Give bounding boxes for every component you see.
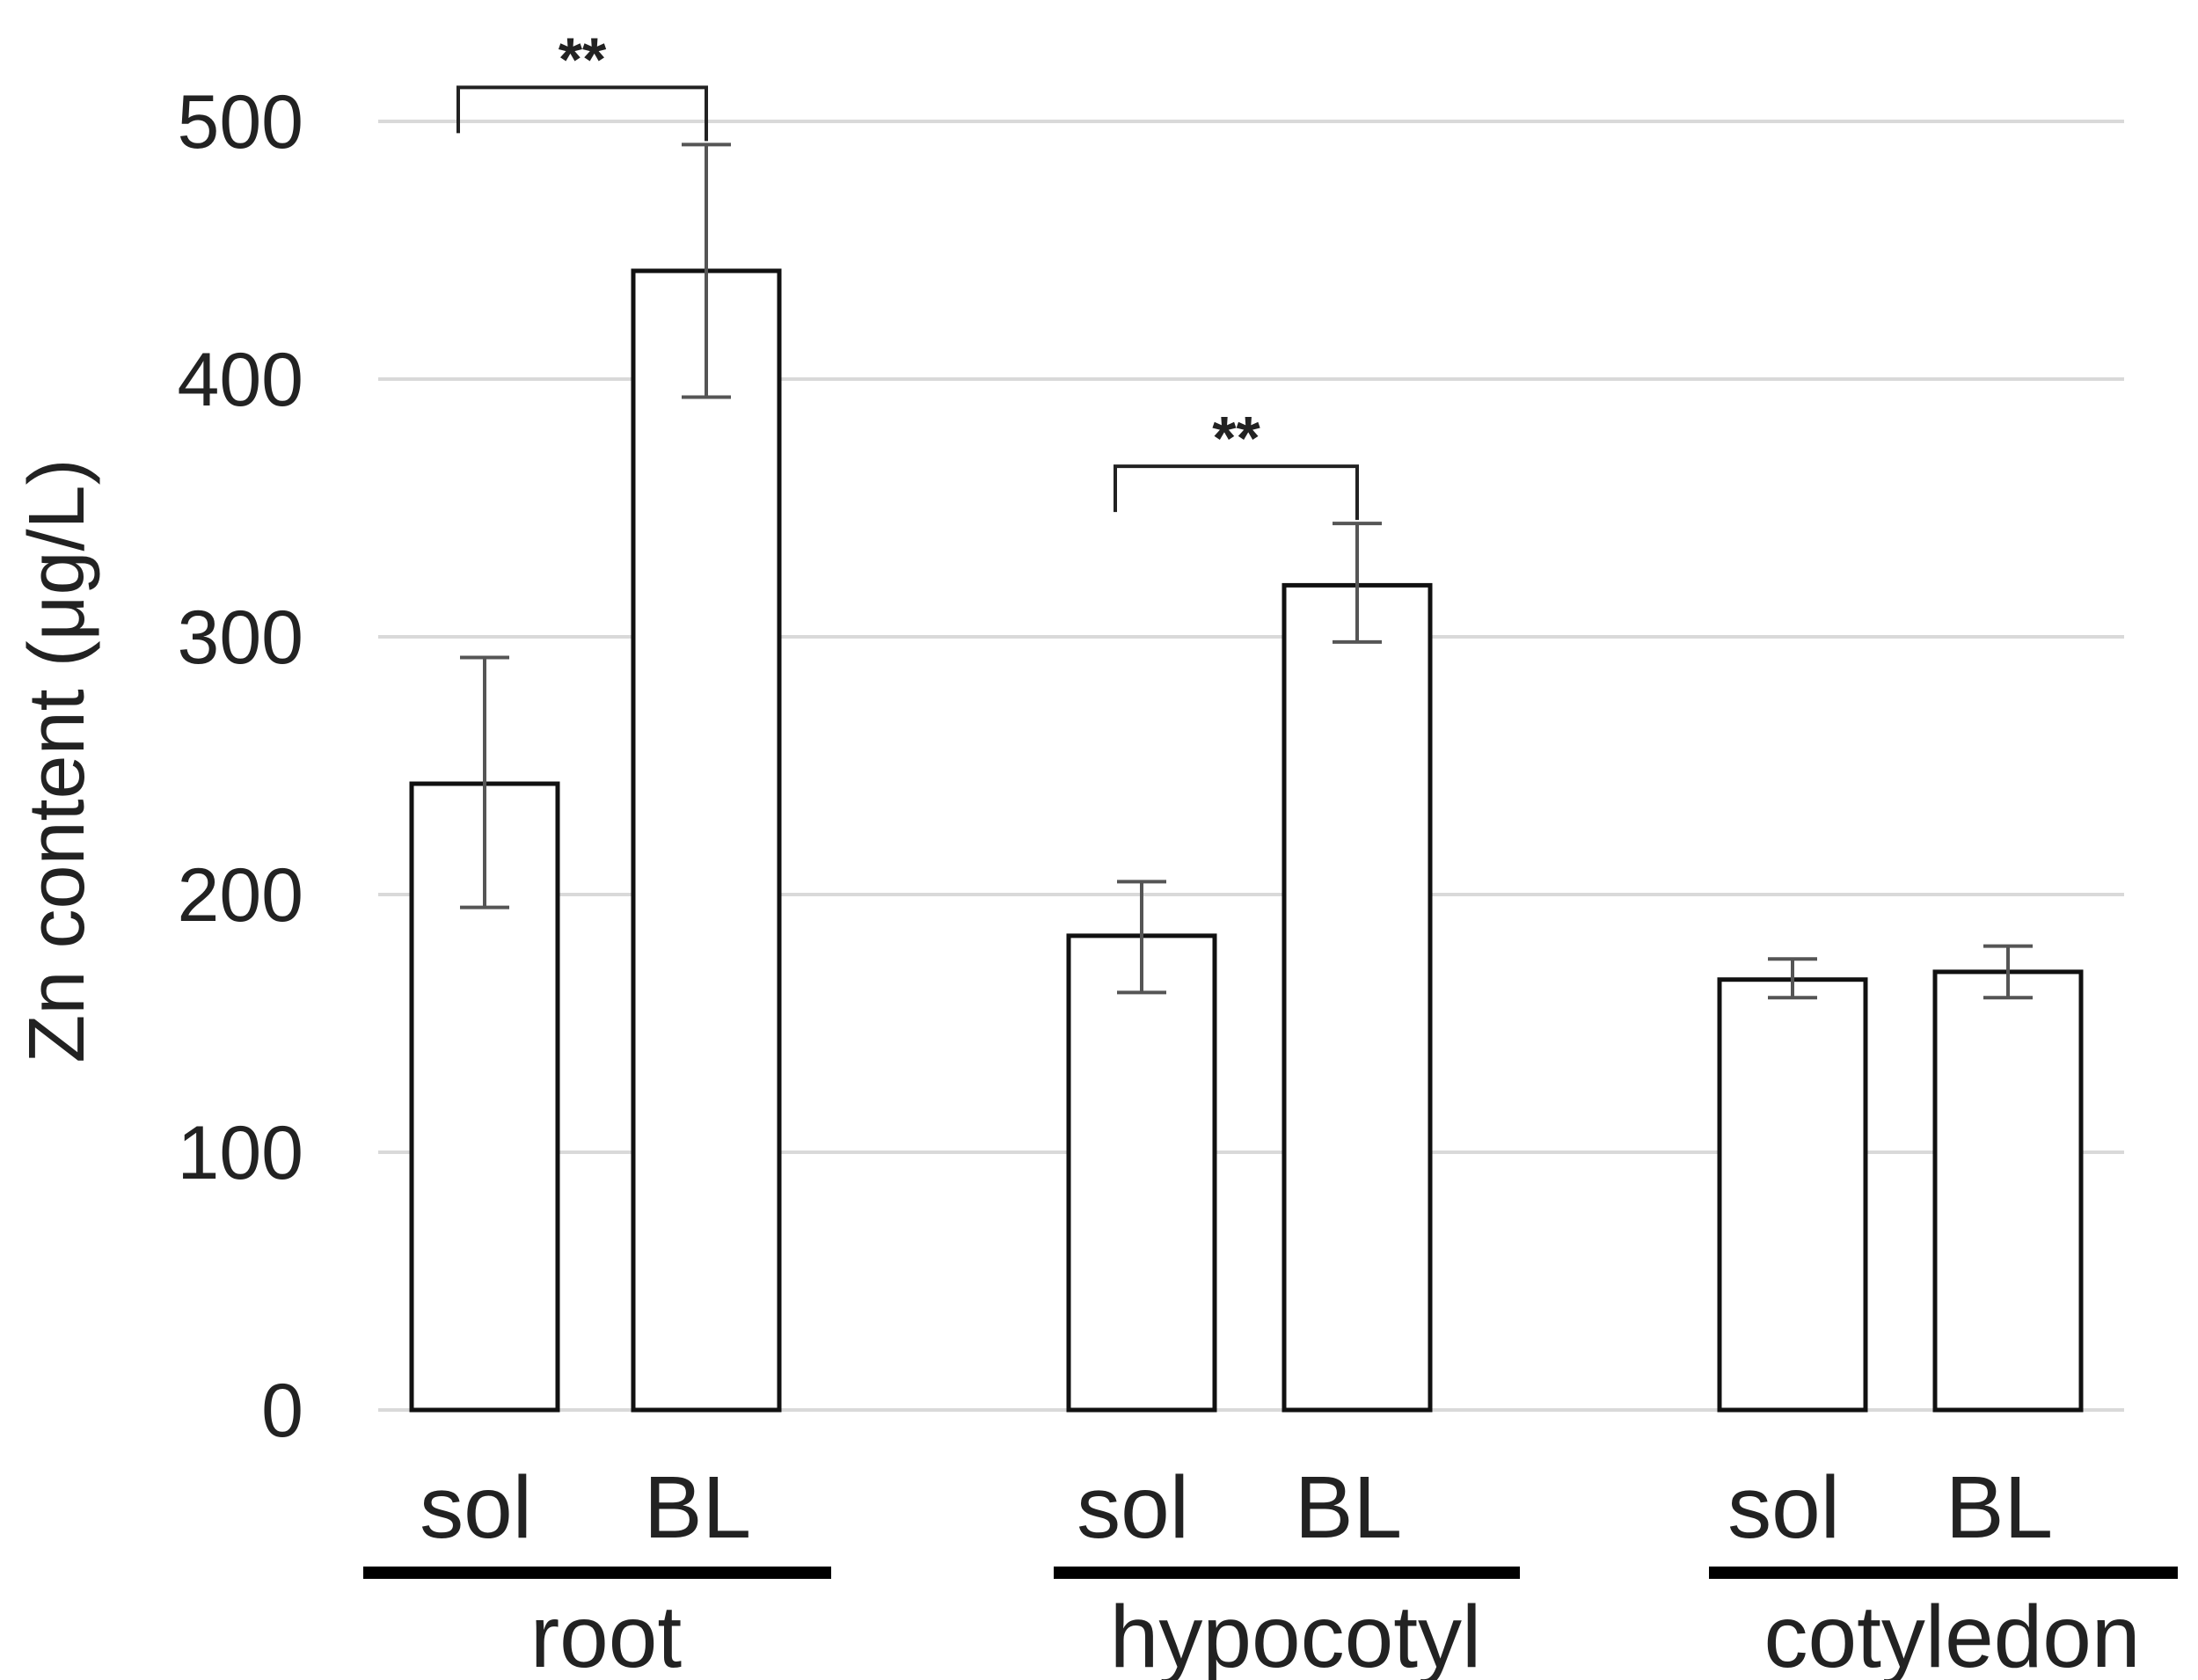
category-labels: sol BL root sol BL hypocotyl sol BL cotyledon [363, 1458, 2178, 1680]
bar-category-label: BL [644, 1458, 751, 1557]
group-label: hypocotyl [1110, 1588, 1481, 1680]
significance-stars: ** [1212, 404, 1260, 472]
significance-stars: ** [559, 25, 607, 93]
y-tick-label: 200 [178, 853, 304, 938]
bar [1066, 933, 1217, 1413]
group-label: cotyledon [1764, 1588, 2140, 1680]
y-tick-label: 100 [178, 1111, 304, 1195]
bar [631, 268, 782, 1413]
significance-bracket [1114, 464, 1359, 521]
bar-category-label: BL [1946, 1458, 2053, 1557]
significance-bracket [456, 85, 708, 142]
bar-category-label: BL [1295, 1458, 1402, 1557]
bar [1717, 977, 1868, 1413]
bar [1282, 582, 1433, 1413]
bar [1932, 969, 2084, 1413]
bar-category-label: sol [420, 1458, 532, 1557]
error-bars [460, 142, 2033, 1000]
y-tick-label: 300 [178, 595, 304, 680]
y-tick-label: 400 [178, 338, 304, 422]
y-tick-label: 500 [178, 80, 304, 164]
y-tick-label: 0 [261, 1369, 303, 1453]
bar-category-label: sol [1727, 1458, 1840, 1557]
y-axis-title: Zn content (μg/L) [13, 458, 101, 1063]
y-tick-labels: 0 100 200 300 400 500 [178, 80, 304, 1453]
significance-brackets: ** ** [456, 25, 1359, 521]
bar-category-label: sol [1077, 1458, 1189, 1557]
group-label: root [530, 1588, 683, 1680]
